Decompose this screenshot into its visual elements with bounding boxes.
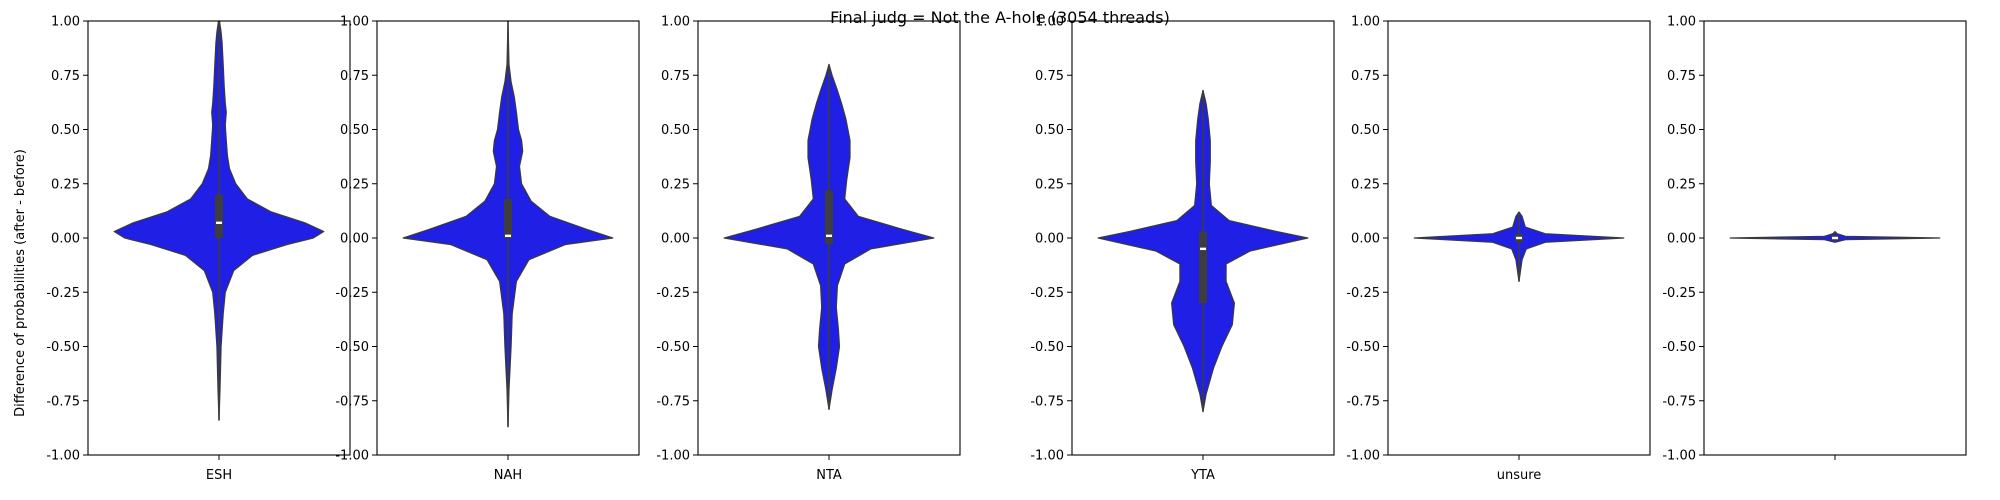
y-tick-label: -1.00 — [335, 449, 369, 464]
violin-iqr-box — [825, 190, 833, 245]
x-tick-label: NTA — [816, 468, 842, 483]
y-tick-label: 0.75 — [1667, 69, 1696, 84]
y-tick-label: 1.00 — [661, 15, 690, 30]
y-tick-label: -0.75 — [656, 394, 690, 409]
y-tick-label: 1.00 — [1351, 15, 1380, 30]
y-tick-label: 0.50 — [661, 123, 690, 138]
y-tick-label: 0.75 — [1351, 69, 1380, 84]
violin-median — [505, 234, 511, 238]
y-tick-label: 0.75 — [661, 69, 690, 84]
violin-panel-ESH: -1.00 -0.75 -0.50 -0.25 0.00 0.25 0.50 0.75 1.00… — [46, 15, 351, 483]
y-tick-label: 0.50 — [1351, 123, 1380, 138]
y-tick-label: -0.50 — [656, 340, 690, 355]
y-tick-label: -1.00 — [656, 449, 690, 464]
y-tick-label: -0.50 — [1662, 340, 1696, 355]
y-tick-label: -0.25 — [656, 286, 690, 301]
y-tick-label: -0.75 — [335, 394, 369, 409]
y-tick-label: 0.50 — [340, 123, 369, 138]
y-tick-label: 0.25 — [661, 177, 690, 192]
y-tick-label: 0.50 — [51, 123, 80, 138]
y-tick-label: 0.25 — [1035, 177, 1064, 192]
y-axis-label: Difference of probabilities (after - bef… — [13, 149, 28, 417]
y-tick-label: 0.25 — [1351, 177, 1380, 192]
y-tick-label: -0.75 — [1662, 394, 1696, 409]
x-tick-label: YTA — [1190, 468, 1215, 483]
violin-panel-NTA: -1.00 -0.75 -0.50 -0.25 0.00 0.25 0.50 0.75 1.00… — [656, 15, 961, 483]
x-tick-label: NAH — [494, 468, 522, 483]
y-tick-label: -1.00 — [1346, 449, 1380, 464]
figure-suptitle: Final judg = Not the A-hole (3054 thread… — [830, 8, 1170, 27]
x-tick-label: ESH — [206, 468, 232, 483]
violin-median — [826, 234, 832, 238]
y-tick-label: 0.00 — [340, 232, 369, 247]
y-tick-label: -0.50 — [335, 340, 369, 355]
y-tick-label: -0.50 — [1346, 340, 1380, 355]
y-tick-label: -0.75 — [1030, 394, 1064, 409]
y-tick-label: -0.25 — [1662, 286, 1696, 301]
y-tick-label: 0.50 — [1035, 123, 1064, 138]
y-tick-label: 0.25 — [1667, 177, 1696, 192]
y-tick-label: -0.50 — [46, 340, 80, 355]
violin-median — [1516, 236, 1522, 240]
y-tick-label: 0.25 — [340, 177, 369, 192]
violin-panels: -1.00 -0.75 -0.50 -0.25 0.00 0.25 0.50 0.75 1.00… — [46, 15, 1967, 483]
y-tick-label: -1.00 — [46, 449, 80, 464]
y-tick-label: -0.25 — [46, 286, 80, 301]
violin-median — [1832, 236, 1838, 240]
y-tick-label: -1.00 — [1030, 449, 1064, 464]
y-tick-label: 1.00 — [1035, 15, 1064, 30]
y-tick-label: -0.75 — [1346, 394, 1380, 409]
y-tick-label: -0.25 — [1346, 286, 1380, 301]
y-tick-label: 0.00 — [51, 232, 80, 247]
violin-panel-unsure: -1.00 -0.75 -0.50 -0.25 0.00 0.25 0.50 0.75 1.00… — [1346, 15, 1651, 483]
y-tick-label: 0.75 — [51, 69, 80, 84]
y-tick-label: -0.25 — [1030, 286, 1064, 301]
y-tick-label: 0.75 — [340, 69, 369, 84]
y-tick-label: -1.00 — [1662, 449, 1696, 464]
violin-panel-YTA: -1.00 -0.75 -0.50 -0.25 0.00 0.25 0.50 0.75 1.00… — [1030, 15, 1335, 483]
violin-iqr-box — [504, 198, 512, 238]
violin-median — [1200, 247, 1206, 251]
y-tick-label: -0.75 — [46, 394, 80, 409]
y-tick-label: 1.00 — [340, 15, 369, 30]
violin-iqr-box — [1199, 231, 1207, 304]
x-tick-label: unsure — [1497, 468, 1542, 483]
y-tick-label: 0.00 — [1035, 232, 1064, 247]
y-tick-label: 1.00 — [51, 15, 80, 30]
y-tick-label: 0.50 — [1667, 123, 1696, 138]
violin-median — [216, 221, 222, 225]
y-tick-label: -0.50 — [1030, 340, 1064, 355]
y-tick-label: 0.00 — [1351, 232, 1380, 247]
y-tick-label: -0.25 — [335, 286, 369, 301]
y-tick-label: 0.25 — [51, 177, 80, 192]
violin-panel-unlabeled: -1.00 -0.75 -0.50 -0.25 0.00 0.25 0.50 0.75 1.00 — [1662, 15, 1967, 464]
violin-iqr-box — [215, 194, 223, 238]
y-tick-label: 0.00 — [661, 232, 690, 247]
y-tick-label: 0.75 — [1035, 69, 1064, 84]
y-tick-label: 0.00 — [1667, 232, 1696, 247]
y-tick-label: 1.00 — [1667, 15, 1696, 30]
violin-panel-NAH: -1.00 -0.75 -0.50 -0.25 0.00 0.25 0.50 0.75 1.00… — [335, 15, 640, 483]
